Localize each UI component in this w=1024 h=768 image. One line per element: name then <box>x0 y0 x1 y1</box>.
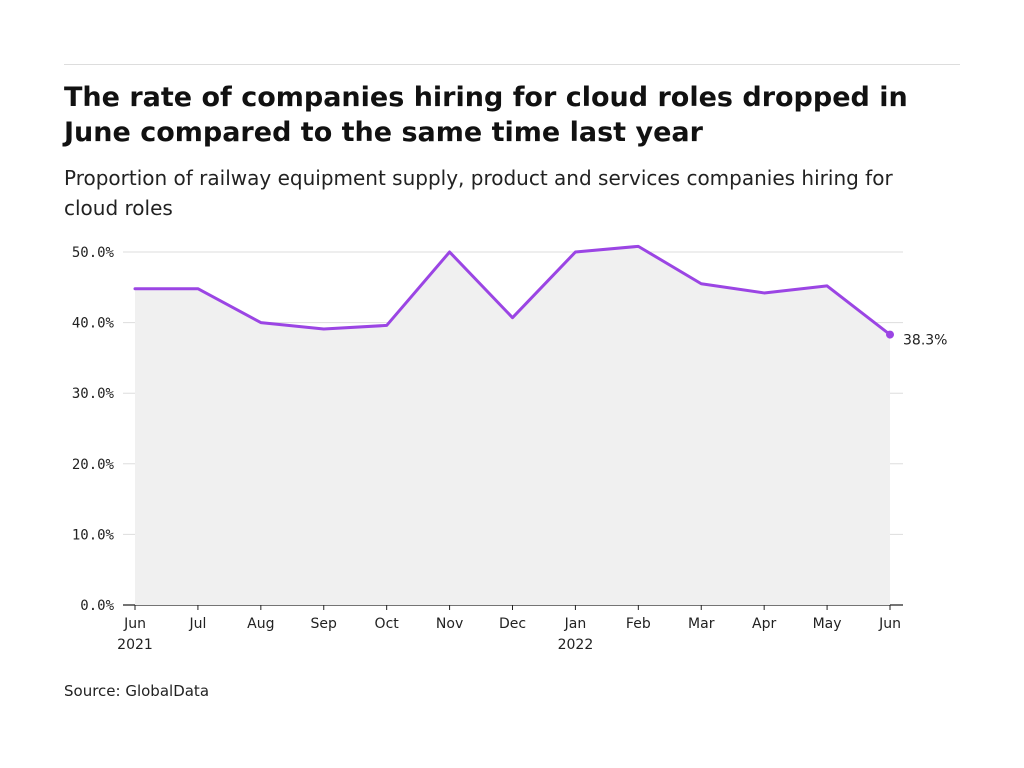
y-axis-ticks: 0.0% 10.0% 20.0% 30.0% 40.0% 50.0% <box>72 245 115 614</box>
x-tick-label: Jun <box>878 616 901 632</box>
y-tick-label: 20.0% <box>72 457 115 473</box>
x-tick-label: Jul <box>188 616 206 632</box>
x-tick-label: Sep <box>311 616 338 632</box>
area-fill-layer <box>135 246 890 606</box>
x-tick-year-label: 2022 <box>558 637 594 653</box>
source-note: Source: GlobalData <box>64 682 210 700</box>
x-tick-label: Dec <box>499 616 526 632</box>
x-tick-label: Jan <box>564 616 587 632</box>
x-tick-label: May <box>813 616 842 632</box>
series-line-layer <box>133 244 894 339</box>
x-tick-label: Nov <box>436 616 463 632</box>
y-tick-label: 30.0% <box>72 386 115 402</box>
x-axis-ticks: Jun 2021 Jul Aug Sep Oct Nov Dec Jan 2022 Feb Mar Ap… <box>117 605 901 653</box>
area-fill <box>135 246 890 606</box>
x-tick-label: Oct <box>375 616 400 632</box>
y-tick-label: 50.0% <box>72 245 115 261</box>
x-tick-year-label: 2021 <box>117 637 153 653</box>
x-tick-label: Apr <box>752 616 776 632</box>
y-tick-label: 0.0% <box>80 598 114 614</box>
x-tick-label: Feb <box>626 616 651 632</box>
series-line <box>133 244 892 337</box>
y-tick-label: 10.0% <box>72 527 115 543</box>
chart-subtitle: Proportion of railway equipment supply, … <box>64 166 893 220</box>
x-tick-label: Mar <box>688 616 715 632</box>
data-label-last: 38.3% <box>903 333 947 349</box>
x-tick-label: Jun <box>123 616 146 632</box>
chart-title: The rate of companies hiring for cloud r… <box>64 82 908 148</box>
x-tick-label: Aug <box>247 616 274 632</box>
data-point-last <box>886 330 894 339</box>
top-divider <box>64 64 960 65</box>
data-labels: 38.3% <box>903 333 947 349</box>
y-tick-label: 40.0% <box>72 316 115 332</box>
